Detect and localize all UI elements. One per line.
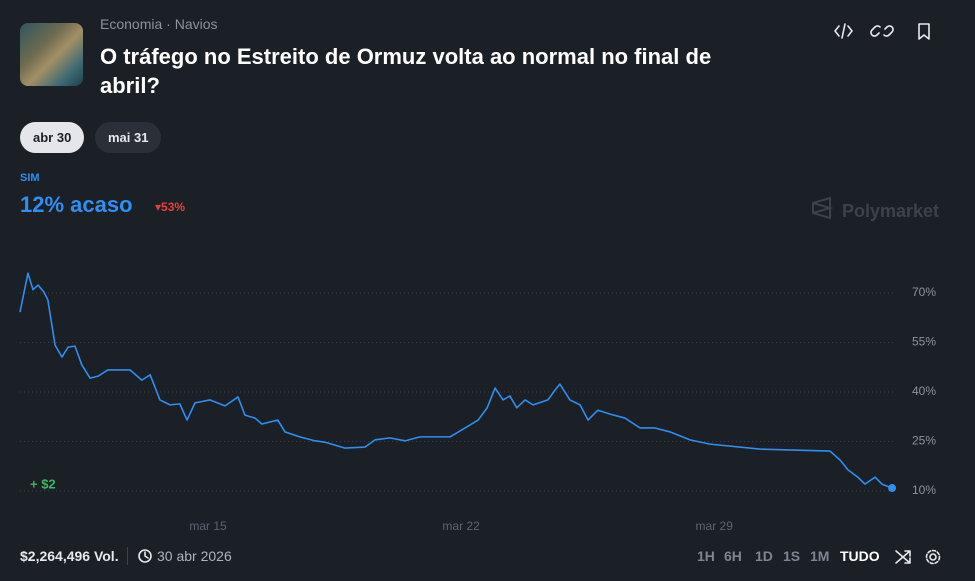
y-tick-label: 55% <box>912 335 936 349</box>
date-tab[interactable]: mai 31 <box>95 122 162 153</box>
settings-icon[interactable] <box>925 549 941 565</box>
market-image <box>20 23 83 86</box>
link-icon[interactable] <box>870 25 894 37</box>
range-button[interactable]: 1M <box>810 548 830 564</box>
shuffle-icon[interactable] <box>895 550 911 564</box>
y-tick-label: 40% <box>912 384 936 398</box>
y-tick-label: 10% <box>912 483 936 497</box>
range-button[interactable]: 1D <box>755 548 773 564</box>
range-button[interactable]: 1S <box>783 548 801 564</box>
range-button[interactable]: TUDO <box>840 548 880 564</box>
clock-icon <box>138 549 152 563</box>
y-tick-label: 70% <box>912 285 936 299</box>
breadcrumb: Economia · Navios <box>100 16 218 32</box>
category[interactable]: Economia <box>100 16 163 32</box>
down-icon: ▾ <box>155 200 162 214</box>
current-point <box>888 484 897 493</box>
y-tick-label: 25% <box>912 434 936 448</box>
bookmark-icon[interactable] <box>918 23 930 40</box>
range-button[interactable]: 6H <box>724 548 742 564</box>
end-date: 30 abr 2026 <box>157 548 232 564</box>
market-title: O tráfego no Estreito de Ormuz volta ao … <box>100 44 712 98</box>
embed-icon[interactable] <box>834 23 853 39</box>
price-change: ▾53% <box>155 200 185 214</box>
price-line <box>19 272 893 489</box>
volume: $2,264,496 Vol. <box>20 548 119 564</box>
outcome-label: SIM <box>20 172 40 184</box>
change-value: 53% <box>161 200 186 214</box>
brand-logo <box>812 196 834 220</box>
brand: Polymarket <box>842 201 940 221</box>
x-tick-label: mar 22 <box>442 519 480 533</box>
range-button[interactable]: 1H <box>697 548 715 564</box>
pnl-annotation: + $2 <box>30 476 56 491</box>
x-tick-label: mar 15 <box>189 519 227 533</box>
x-tick-label: mar 29 <box>696 519 734 533</box>
date-tab[interactable]: abr 30 <box>20 122 85 153</box>
outcome-price: 12% acaso <box>20 192 133 217</box>
category[interactable]: Navios <box>174 16 218 32</box>
separator <box>127 547 128 565</box>
